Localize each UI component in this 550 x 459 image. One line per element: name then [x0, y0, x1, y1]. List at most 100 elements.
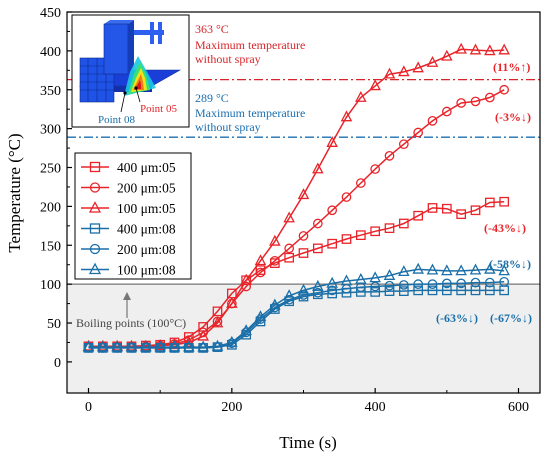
data-point-triangle	[312, 279, 324, 291]
data-point-triangle	[498, 264, 510, 276]
annotation-minus3: (-3%↓)	[495, 110, 531, 124]
y-tick-label: 0	[54, 356, 61, 371]
data-point-square	[327, 288, 338, 299]
data-point-circle	[140, 343, 151, 353]
series-line	[88, 281, 505, 349]
data-point-square	[355, 230, 366, 241]
data-point-square	[384, 286, 395, 296]
data-point-circle	[284, 243, 295, 254]
data-point-square	[427, 203, 438, 213]
data-point-triangle	[97, 340, 109, 352]
legend-box	[74, 152, 192, 280]
data-point-triangle	[469, 263, 482, 275]
data-point-circle	[126, 343, 137, 353]
data-point-circle	[312, 218, 323, 229]
legend-label: 400 μm:08	[117, 222, 176, 237]
data-point-circle	[427, 116, 438, 126]
data-point-square	[456, 209, 467, 220]
x-tick-label: 400	[365, 400, 386, 415]
data-point-triangle	[412, 262, 424, 274]
data-point-triangle	[383, 67, 396, 79]
annotation-minus43: (-43%↓)	[484, 221, 526, 235]
data-point-square	[226, 288, 237, 299]
data-point-circle	[327, 285, 338, 296]
data-point-square	[341, 234, 352, 244]
data-point-triangle	[254, 254, 267, 266]
ref-289-text-line1: Maximum temperature	[195, 106, 305, 120]
legend-item: 400 μm:05	[81, 160, 176, 175]
data-point-triangle	[111, 340, 123, 352]
annotation-11-up: (11%↑)	[493, 60, 530, 74]
data-point-square	[499, 285, 510, 296]
y-tick-label: 300	[40, 123, 61, 138]
data-point-square	[370, 287, 381, 297]
data-point-square	[212, 306, 223, 317]
data-point-triangle	[426, 55, 439, 67]
y-tick-label: 100	[40, 278, 61, 293]
y-axis-title: Temperature (°C)	[5, 133, 24, 252]
data-point-square	[327, 238, 338, 249]
data-point-square	[484, 197, 495, 208]
data-point-circle	[112, 343, 123, 353]
data-point-triangle	[355, 90, 367, 102]
x-tick-label: 200	[221, 400, 242, 415]
data-point-triangle	[369, 79, 381, 91]
data-point-circle	[183, 343, 194, 353]
data-point-triangle	[326, 276, 338, 288]
data-point-triangle	[88, 201, 102, 213]
data-point-circle	[169, 343, 180, 353]
data-point-triangle	[82, 340, 95, 352]
data-point-triangle	[197, 329, 209, 341]
data-point-triangle	[469, 43, 482, 55]
annotation-minus67: (-67%↓)	[490, 311, 532, 325]
data-point-circle	[413, 279, 424, 289]
data-point-square	[89, 161, 101, 173]
data-point-square	[413, 285, 424, 296]
data-point-circle	[484, 92, 495, 103]
inset-thermal-image: Point 05 Point 08	[71, 14, 190, 128]
y-tick-label: 150	[40, 239, 61, 254]
boiling-arrow	[123, 292, 131, 318]
ticks-layer: 0 200 400 600 0 50 100 150 200 250 300 350 400 450	[40, 6, 529, 415]
x-tick-label: 0	[85, 400, 92, 415]
data-point-triangle	[441, 49, 453, 61]
data-point-triangle	[125, 340, 138, 352]
data-point-circle	[312, 287, 323, 298]
data-point-circle	[441, 106, 452, 117]
annotation-minus58: (-58%↓)	[489, 257, 531, 271]
data-point-circle	[398, 139, 409, 150]
data-point-circle	[499, 84, 510, 95]
ref-363-text-line2: without spray	[195, 52, 261, 66]
data-point-triangle	[269, 298, 281, 310]
data-point-circle	[413, 127, 424, 138]
data-point-triangle	[283, 289, 295, 301]
inset-point-08: Point 08	[98, 114, 135, 126]
data-point-square	[370, 226, 381, 237]
series-layer	[82, 42, 510, 353]
data-point-circle	[370, 281, 381, 292]
legend-item: 100 μm:05	[81, 201, 176, 216]
data-point-circle	[341, 192, 352, 202]
legend-label: 100 μm:08	[117, 263, 176, 278]
data-point-triangle	[498, 43, 510, 55]
data-point-triangle	[369, 271, 381, 283]
data-point-triangle	[269, 234, 281, 246]
data-point-triangle	[183, 335, 195, 347]
ref-363-text: Maximum temperature without spray	[195, 38, 308, 66]
legend: 400 μm:05 200 μm:05 100 μm:05 400 μm:08 200 …	[74, 152, 192, 280]
y-tick-label: 50	[47, 317, 61, 332]
y-tick-label: 450	[40, 6, 61, 21]
annotation-minus63: (-63%↓)	[436, 311, 478, 325]
data-point-square	[398, 218, 409, 229]
data-point-square	[441, 203, 452, 214]
data-point-triangle	[355, 272, 367, 284]
data-point-triangle	[226, 296, 238, 308]
data-point-triangle	[484, 44, 496, 56]
data-point-square	[312, 243, 323, 254]
x-tick-label: 600	[508, 400, 529, 415]
data-point-circle	[83, 343, 94, 353]
data-point-triangle	[240, 273, 252, 285]
boiling-label: Boiling points (100°C)	[76, 316, 186, 330]
data-point-circle	[255, 267, 266, 278]
y-tick-label: 350	[40, 84, 61, 99]
